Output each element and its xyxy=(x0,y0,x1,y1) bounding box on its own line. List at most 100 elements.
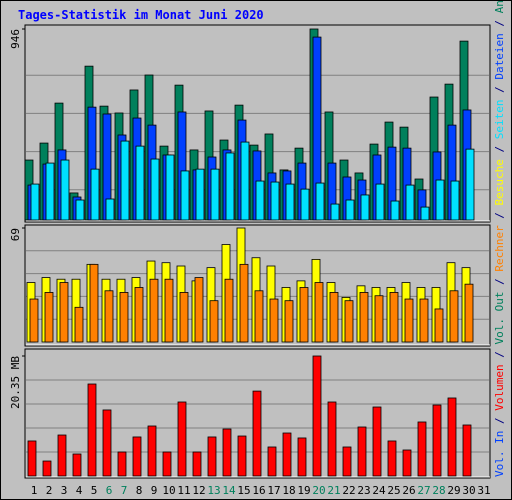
bar xyxy=(45,162,55,221)
x-tick-label: 6 xyxy=(106,484,113,497)
bar xyxy=(375,183,385,221)
bar xyxy=(342,446,352,477)
bar xyxy=(105,198,115,221)
x-tick-label: 8 xyxy=(136,484,143,497)
bar xyxy=(360,194,370,221)
x-tick-label: 5 xyxy=(91,484,98,497)
bar xyxy=(419,298,429,343)
bar xyxy=(132,436,142,477)
bar xyxy=(465,148,475,221)
x-tick-label: 21 xyxy=(327,484,340,497)
bar xyxy=(390,200,400,221)
legend: Vol. In / Volumen / Vol. Out / Rechner /… xyxy=(493,0,506,477)
x-tick-label: 12 xyxy=(192,484,205,497)
bar xyxy=(372,406,382,477)
bar xyxy=(464,283,474,343)
bar xyxy=(147,425,157,477)
bar xyxy=(252,390,262,477)
x-tick-label: 20 xyxy=(312,484,325,497)
legend-entry: Rechner xyxy=(493,225,506,272)
bar xyxy=(117,451,127,477)
bar xyxy=(404,298,414,343)
legend-separator: / xyxy=(493,13,506,33)
bar xyxy=(389,292,399,343)
x-tick-label: 25 xyxy=(387,484,400,497)
legend-separator: / xyxy=(493,139,506,159)
bar xyxy=(269,298,279,343)
legend-separator: / xyxy=(493,411,506,431)
bar xyxy=(42,460,52,477)
x-tick-label: 24 xyxy=(372,484,386,497)
bar xyxy=(254,290,264,343)
bar xyxy=(300,188,310,221)
bar xyxy=(402,449,412,477)
bar xyxy=(284,300,294,343)
x-tick-label: 28 xyxy=(432,484,445,497)
x-tick-label: 16 xyxy=(252,484,265,497)
x-tick-label: 30 xyxy=(462,484,475,497)
bar xyxy=(315,182,325,221)
bar xyxy=(330,203,340,221)
bar xyxy=(135,145,145,221)
legend-entry: Anfragen xyxy=(493,0,506,13)
bar xyxy=(405,184,415,221)
bar xyxy=(299,287,309,343)
x-tick-label: 10 xyxy=(162,484,175,497)
bar xyxy=(267,446,277,477)
bar xyxy=(344,300,354,343)
x-tick-label: 9 xyxy=(151,484,158,497)
x-tick-label: 3 xyxy=(61,484,68,497)
bar xyxy=(374,295,384,343)
legend-entry: Dateien xyxy=(493,33,506,79)
bar xyxy=(207,436,217,477)
bar xyxy=(434,308,444,343)
x-tick-label: 31 xyxy=(477,484,490,497)
bar xyxy=(224,278,234,343)
bar xyxy=(285,183,295,221)
bar xyxy=(225,152,235,221)
x-tick-label: 14 xyxy=(222,484,236,497)
legend-entry: Volumen xyxy=(493,364,506,410)
bar xyxy=(60,159,70,221)
chart-title: Tages-Statistik im Monat Juni 2020 xyxy=(18,8,264,22)
bar xyxy=(449,290,459,343)
x-tick-label: 15 xyxy=(237,484,250,497)
bar xyxy=(87,383,97,477)
bar xyxy=(104,290,114,343)
bar xyxy=(57,434,67,477)
x-tick-label: 13 xyxy=(207,484,220,497)
bar xyxy=(297,437,307,477)
bar xyxy=(89,263,99,343)
bar xyxy=(30,183,40,221)
bar xyxy=(359,292,369,343)
x-tick-label: 27 xyxy=(417,484,430,497)
bar xyxy=(420,206,430,221)
bar xyxy=(165,154,175,221)
bar xyxy=(327,401,337,477)
x-tick-label: 29 xyxy=(447,484,460,497)
bar xyxy=(447,397,457,477)
y-tick-label: 946 xyxy=(9,29,22,49)
x-tick-label: 17 xyxy=(267,484,280,497)
bar xyxy=(314,282,324,343)
legend-entry: Seiten xyxy=(493,99,506,139)
bar xyxy=(72,453,82,477)
x-tick-label: 26 xyxy=(402,484,415,497)
x-tick-label: 22 xyxy=(342,484,355,497)
bar xyxy=(210,168,220,221)
legend-separator: / xyxy=(493,272,506,292)
legend-separator: / xyxy=(493,345,506,365)
x-tick-label: 18 xyxy=(282,484,295,497)
bar xyxy=(162,451,172,477)
bar xyxy=(75,199,85,221)
bar xyxy=(312,355,322,477)
x-tick-label: 19 xyxy=(297,484,310,497)
bar xyxy=(90,168,100,221)
x-tick-label: 11 xyxy=(177,484,190,497)
bar xyxy=(387,440,397,477)
bar xyxy=(150,158,160,221)
bar xyxy=(149,278,159,343)
legend-separator: / xyxy=(493,205,506,225)
bar xyxy=(435,179,445,221)
